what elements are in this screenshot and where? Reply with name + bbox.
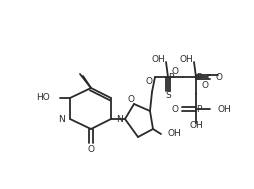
Text: O: O xyxy=(171,67,179,77)
Text: N: N xyxy=(58,115,65,123)
Text: O: O xyxy=(216,73,223,81)
Text: P: P xyxy=(196,73,202,81)
Text: OH: OH xyxy=(151,54,165,64)
Text: OH: OH xyxy=(189,122,203,130)
Text: P: P xyxy=(196,105,202,114)
Text: O: O xyxy=(87,145,94,153)
Text: O: O xyxy=(201,81,208,90)
Text: O: O xyxy=(128,94,135,104)
Text: OH: OH xyxy=(168,129,182,139)
Text: HO: HO xyxy=(36,94,50,102)
Text: N: N xyxy=(116,115,123,123)
Text: P: P xyxy=(168,73,174,81)
Text: O: O xyxy=(171,105,178,114)
Text: OH: OH xyxy=(179,54,193,64)
Text: OH: OH xyxy=(217,105,231,114)
Text: S: S xyxy=(165,91,171,101)
Text: O: O xyxy=(145,77,152,87)
